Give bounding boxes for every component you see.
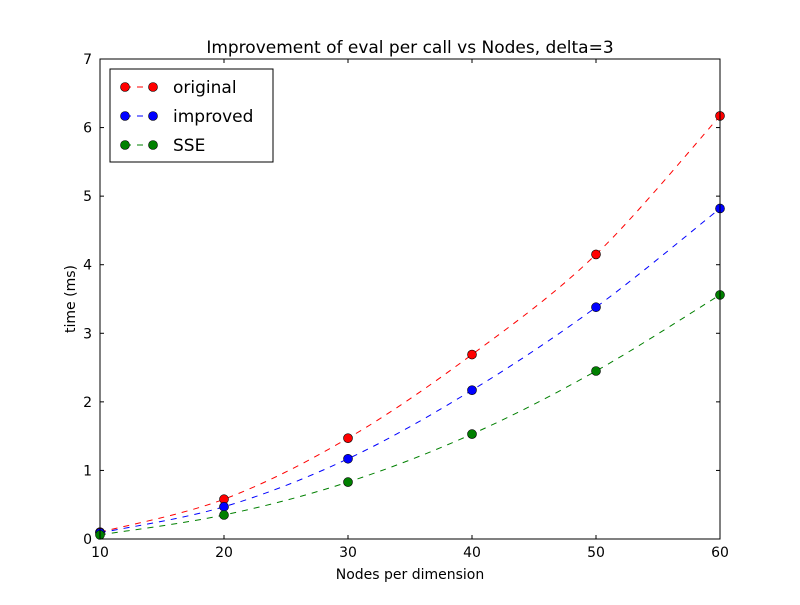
x-tick-label: 10 [91,545,109,561]
y-tick-label: 4 [83,258,92,274]
y-tick-label: 3 [83,326,92,342]
legend: original improved SSE [109,68,274,163]
y-tick-label: 0 [83,532,92,548]
legend-marker [120,111,130,121]
x-axis-label: Nodes per dimension [336,567,485,583]
legend-label: original [173,78,237,98]
series-line-SSE [99,294,721,536]
data-point-SSE [467,429,477,439]
data-point-SSE [591,366,601,376]
data-point-improved [467,385,477,396]
x-tick-label: 20 [215,545,233,561]
legend-marker [148,140,158,150]
data-point-original [343,433,353,444]
y-tick-label: 5 [83,189,92,205]
data-point-SSE [343,477,353,487]
series-line-improved [99,208,721,534]
legend-marker [120,82,130,92]
plot-frame [99,58,721,540]
y-tick-label: 2 [83,395,92,411]
legend-label: SSE [173,136,205,156]
data-point-improved [219,501,229,512]
series-line-original [99,115,721,533]
data-point-improved [591,302,601,313]
y-axis-label: time (ms) [63,265,79,333]
y-tick-label: 7 [83,52,92,68]
x-tick-label: 30 [339,545,357,561]
axes: 10 20 30 40 50 60 0 1 2 3 4 5 6 7 [83,52,729,561]
plot-area [95,111,725,540]
data-point-original [467,349,477,360]
chart-title: Improvement of eval per call vs Nodes, d… [206,38,613,58]
x-tick-label: 40 [463,545,481,561]
legend-marker [148,82,158,92]
y-tick-label: 6 [83,121,92,137]
legend-marker [148,111,158,121]
legend-marker [120,140,130,150]
y-tick-label: 1 [83,463,92,479]
x-tick-label: 60 [711,545,729,561]
data-point-improved [343,453,353,464]
x-tick-label: 50 [587,545,605,561]
data-point-SSE [219,510,229,520]
data-point-original [591,249,601,260]
legend-label: improved [173,107,253,127]
